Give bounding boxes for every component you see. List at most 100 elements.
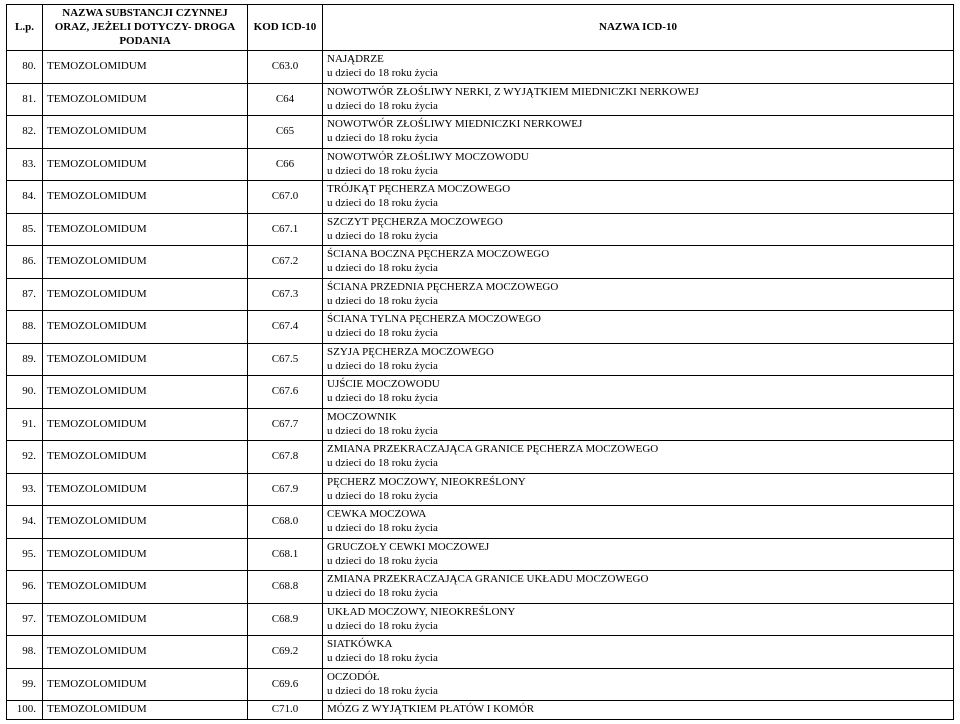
cell-substance: TEMOZOLOMIDUM <box>43 181 248 214</box>
cell-substance: TEMOZOLOMIDUM <box>43 506 248 539</box>
cell-substance: TEMOZOLOMIDUM <box>43 668 248 701</box>
cell-substance: TEMOZOLOMIDUM <box>43 603 248 636</box>
cell-icd10-code: C64 <box>248 83 323 116</box>
cell-substance: TEMOZOLOMIDUM <box>43 473 248 506</box>
table-header: L.p. NAZWA SUBSTANCJI CZYNNEJ ORAZ, JEŻE… <box>7 5 954 51</box>
table-row: 100.TEMOZOLOMIDUMC71.0MÓZG Z WYJĄTKIEM P… <box>7 701 954 720</box>
cell-icd10-name: ZMIANA PRZEKRACZAJĄCA GRANICE PĘCHERZA M… <box>323 441 954 474</box>
icd10-name-child-line: u dzieci do 18 roku życia <box>327 685 949 699</box>
cell-lp: 99. <box>7 668 43 701</box>
cell-lp: 94. <box>7 506 43 539</box>
cell-icd10-code: C71.0 <box>248 701 323 720</box>
cell-icd10-name: GRUCZOŁY CEWKI MOCZOWEJu dzieci do 18 ro… <box>323 538 954 571</box>
icd10-name-main: NOWOTWÓR ZŁOŚLIWY MIEDNICZKI NERKOWEJ <box>327 118 949 132</box>
icd10-name-main: SZYJA PĘCHERZA MOCZOWEGO <box>327 346 949 360</box>
table-row: 95.TEMOZOLOMIDUMC68.1GRUCZOŁY CEWKI MOCZ… <box>7 538 954 571</box>
cell-substance: TEMOZOLOMIDUM <box>43 116 248 149</box>
table-row: 98.TEMOZOLOMIDUMC69.2SIATKÓWKAu dzieci d… <box>7 636 954 669</box>
cell-icd10-name: NOWOTWÓR ZŁOŚLIWY NERKI, Z WYJĄTKIEM MIE… <box>323 83 954 116</box>
icd10-name-main: SZCZYT PĘCHERZA MOCZOWEGO <box>327 216 949 230</box>
cell-icd10-code: C68.9 <box>248 603 323 636</box>
icd10-name-child-line: u dzieci do 18 roku życia <box>327 425 949 439</box>
cell-substance: TEMOZOLOMIDUM <box>43 148 248 181</box>
cell-icd10-code: C68.8 <box>248 571 323 604</box>
cell-icd10-code: C67.9 <box>248 473 323 506</box>
cell-icd10-code: C67.2 <box>248 246 323 279</box>
cell-lp: 97. <box>7 603 43 636</box>
icd10-name-main: MÓZG Z WYJĄTKIEM PŁATÓW I KOMÓR <box>327 703 949 717</box>
icd10-name-main: SIATKÓWKA <box>327 638 949 652</box>
icd10-name-child-line: u dzieci do 18 roku życia <box>327 262 949 276</box>
cell-lp: 93. <box>7 473 43 506</box>
cell-icd10-name: SZYJA PĘCHERZA MOCZOWEGOu dzieci do 18 r… <box>323 343 954 376</box>
cell-icd10-name: SZCZYT PĘCHERZA MOCZOWEGOu dzieci do 18 … <box>323 213 954 246</box>
icd10-table: L.p. NAZWA SUBSTANCJI CZYNNEJ ORAZ, JEŻE… <box>6 4 954 720</box>
cell-icd10-name: NOWOTWÓR ZŁOŚLIWY MOCZOWODUu dzieci do 1… <box>323 148 954 181</box>
icd10-name-child-line: u dzieci do 18 roku życia <box>327 197 949 211</box>
icd10-name-main: UJŚCIE MOCZOWODU <box>327 378 949 392</box>
cell-substance: TEMOZOLOMIDUM <box>43 376 248 409</box>
icd10-name-main: NOWOTWÓR ZŁOŚLIWY NERKI, Z WYJĄTKIEM MIE… <box>327 86 949 100</box>
cell-substance: TEMOZOLOMIDUM <box>43 246 248 279</box>
icd10-name-child-line: u dzieci do 18 roku życia <box>327 360 949 374</box>
icd10-name-main: MOCZOWNIK <box>327 411 949 425</box>
icd10-name-child-line: u dzieci do 18 roku życia <box>327 620 949 634</box>
table-row: 92.TEMOZOLOMIDUMC67.8ZMIANA PRZEKRACZAJĄ… <box>7 441 954 474</box>
cell-lp: 90. <box>7 376 43 409</box>
cell-lp: 80. <box>7 51 43 84</box>
cell-lp: 91. <box>7 408 43 441</box>
col-header-code: KOD ICD-10 <box>248 5 323 51</box>
col-header-lp: L.p. <box>7 5 43 51</box>
icd10-name-child-line: u dzieci do 18 roku życia <box>327 230 949 244</box>
cell-lp: 81. <box>7 83 43 116</box>
cell-icd10-code: C67.0 <box>248 181 323 214</box>
cell-lp: 98. <box>7 636 43 669</box>
icd10-name-child-line: u dzieci do 18 roku życia <box>327 490 949 504</box>
cell-substance: TEMOZOLOMIDUM <box>43 278 248 311</box>
cell-lp: 96. <box>7 571 43 604</box>
table-row: 85.TEMOZOLOMIDUMC67.1SZCZYT PĘCHERZA MOC… <box>7 213 954 246</box>
icd10-name-main: ŚCIANA TYLNA PĘCHERZA MOCZOWEGO <box>327 313 949 327</box>
icd10-name-main: PĘCHERZ MOCZOWY, NIEOKREŚLONY <box>327 476 949 490</box>
cell-icd10-name: ŚCIANA PRZEDNIA PĘCHERZA MOCZOWEGOu dzie… <box>323 278 954 311</box>
table-row: 84.TEMOZOLOMIDUMC67.0 TRÓJKĄT PĘCHERZA MO… <box>7 181 954 214</box>
cell-icd10-code: C67.7 <box>248 408 323 441</box>
icd10-name-main: UKŁAD MOCZOWY, NIEOKREŚLONY <box>327 606 949 620</box>
table-row: 89.TEMOZOLOMIDUMC67.5SZYJA PĘCHERZA MOCZ… <box>7 343 954 376</box>
cell-substance: TEMOZOLOMIDUM <box>43 538 248 571</box>
cell-icd10-code: C67.6 <box>248 376 323 409</box>
cell-substance: TEMOZOLOMIDUM <box>43 343 248 376</box>
table-row: 90.TEMOZOLOMIDUMC67.6UJŚCIE MOCZOWODUu d… <box>7 376 954 409</box>
cell-icd10-code: C67.3 <box>248 278 323 311</box>
cell-icd10-code: C68.1 <box>248 538 323 571</box>
icd10-name-child-line: u dzieci do 18 roku życia <box>327 165 949 179</box>
icd10-name-child-line: u dzieci do 18 roku życia <box>327 67 949 81</box>
icd10-name-child-line: u dzieci do 18 roku życia <box>327 555 949 569</box>
cell-lp: 89. <box>7 343 43 376</box>
cell-icd10-code: C69.2 <box>248 636 323 669</box>
cell-lp: 92. <box>7 441 43 474</box>
icd10-name-child-line: u dzieci do 18 roku życia <box>327 295 949 309</box>
table-row: 97.TEMOZOLOMIDUMC68.9UKŁAD MOCZOWY, NIEO… <box>7 603 954 636</box>
cell-substance: TEMOZOLOMIDUM <box>43 571 248 604</box>
icd10-name-main: ZMIANA PRZEKRACZAJĄCA GRANICE UKŁADU MOC… <box>327 573 949 587</box>
cell-icd10-name: ZMIANA PRZEKRACZAJĄCA GRANICE UKŁADU MOC… <box>323 571 954 604</box>
cell-substance: TEMOZOLOMIDUM <box>43 408 248 441</box>
cell-lp: 84. <box>7 181 43 214</box>
cell-icd10-name: UKŁAD MOCZOWY, NIEOKREŚLONYu dzieci do 1… <box>323 603 954 636</box>
cell-lp: 86. <box>7 246 43 279</box>
cell-icd10-code: C65 <box>248 116 323 149</box>
table-row: 88.TEMOZOLOMIDUMC67.4ŚCIANA TYLNA PĘCHER… <box>7 311 954 344</box>
cell-substance: TEMOZOLOMIDUM <box>43 51 248 84</box>
cell-icd10-code: C69.6 <box>248 668 323 701</box>
icd10-name-main: TRÓJKĄT PĘCHERZA MOCZOWEGO <box>327 183 949 197</box>
cell-icd10-name: UJŚCIE MOCZOWODUu dzieci do 18 roku życi… <box>323 376 954 409</box>
cell-icd10-code: C67.1 <box>248 213 323 246</box>
cell-lp: 83. <box>7 148 43 181</box>
table-body: 80.TEMOZOLOMIDUMC63.0NAJĄDRZEu dzieci do… <box>7 51 954 720</box>
icd10-name-main: ŚCIANA BOCZNA PĘCHERZA MOCZOWEGO <box>327 248 949 262</box>
cell-icd10-name: OCZODÓŁu dzieci do 18 roku życia <box>323 668 954 701</box>
table-row: 96.TEMOZOLOMIDUMC68.8 ZMIANA PRZEKRACZAJĄ… <box>7 571 954 604</box>
cell-substance: TEMOZOLOMIDUM <box>43 701 248 720</box>
cell-icd10-name: MOCZOWNIKu dzieci do 18 roku życia <box>323 408 954 441</box>
